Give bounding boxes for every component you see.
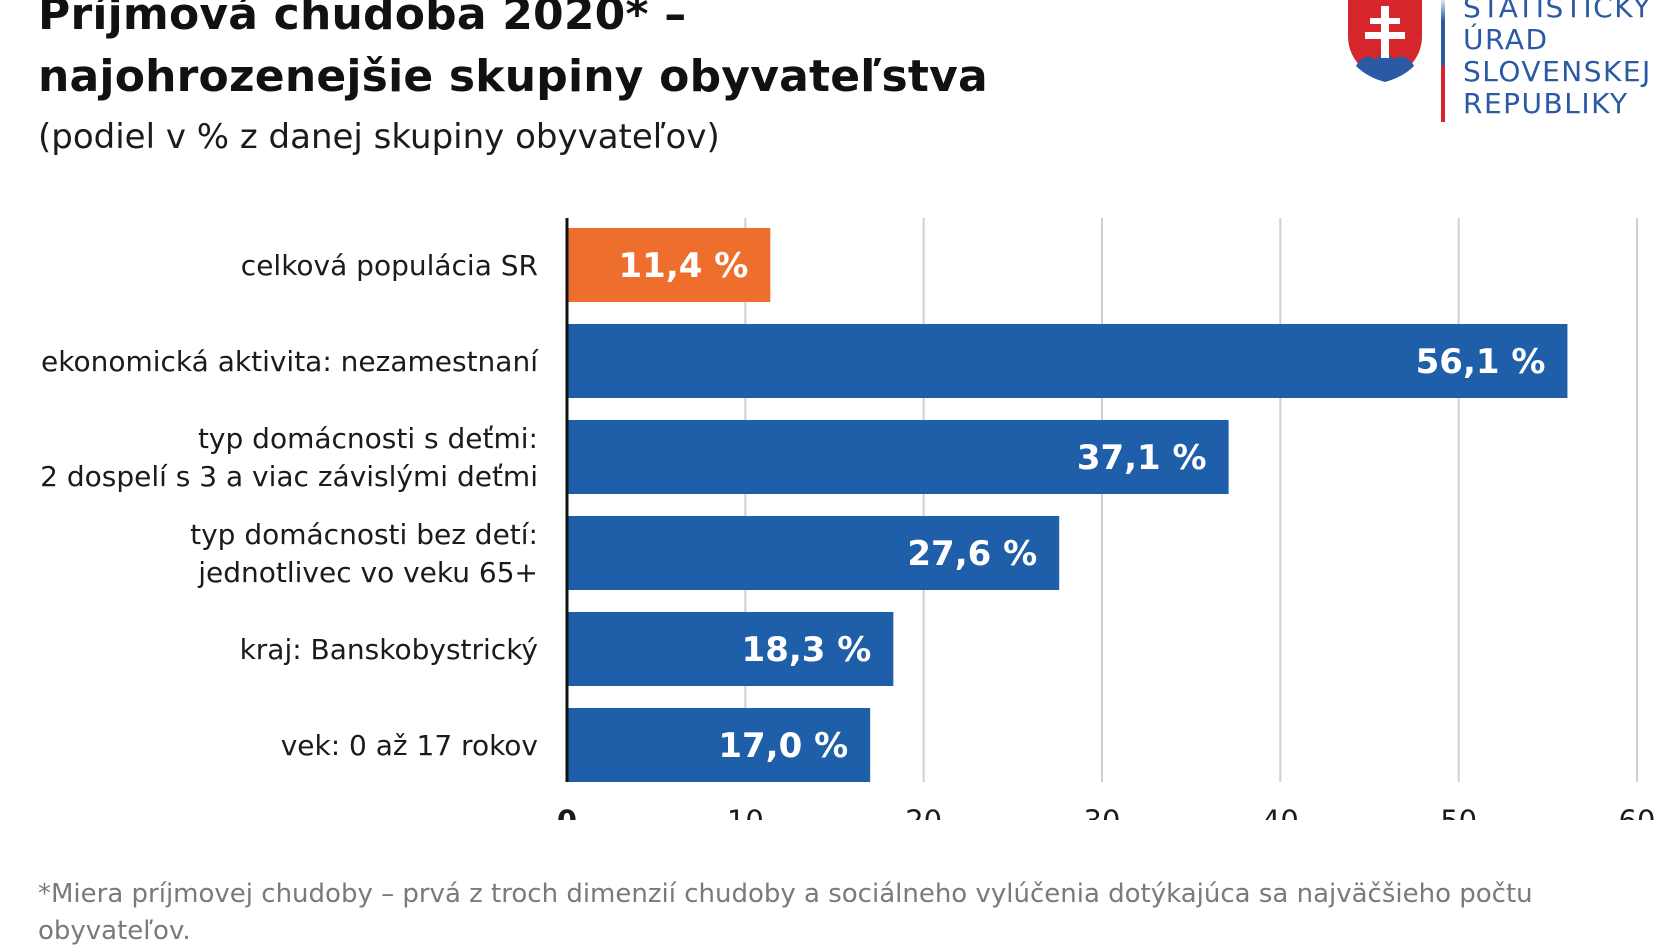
category-label: jednotlivec vo veku 65+: [197, 556, 538, 589]
x-tick-label: 40: [1262, 804, 1299, 820]
bar: [567, 708, 871, 782]
category-label: celková populácia SR: [241, 249, 538, 282]
bar: [567, 228, 771, 302]
bar: [567, 516, 1060, 590]
bar-value-label: 56,1 %: [1416, 342, 1546, 382]
category-label: ekonomická aktivita: nezamestnaní: [41, 345, 539, 378]
logo-line-2: ÚRAD: [1463, 23, 1549, 56]
x-tick-label: 30: [1084, 804, 1121, 820]
slovak-coat-of-arms-icon: [1348, 0, 1422, 82]
logo-text: ŠTATISTICKÝ ÚRAD SLOVENSKEJ REPUBLIKY: [1463, 0, 1652, 120]
bar-value-label: 37,1 %: [1077, 438, 1207, 478]
logo-line-4: REPUBLIKY: [1463, 87, 1629, 120]
x-tick-label: 0: [557, 804, 577, 820]
bar-value-label: 18,3 %: [742, 630, 872, 670]
bar: [567, 420, 1229, 494]
category-label: typ domácnosti s deťmi:: [198, 422, 538, 455]
bar-value-label: 17,0 %: [718, 726, 848, 766]
bar-value-label: 27,6 %: [907, 534, 1037, 574]
logo-line-3: SLOVENSKEJ: [1463, 55, 1652, 88]
category-label: 2 dospelí s 3 a viac závislými deťmi: [40, 460, 538, 493]
title-line-2: najohrozenejšie skupiny obyvateľstva: [38, 51, 988, 102]
page-title: Príjmová chudoba 2020* – najohrozenejšie …: [38, 0, 988, 108]
bar-value-label: 11,4 %: [619, 246, 749, 286]
bar: [567, 324, 1568, 398]
logo-line-1: ŠTATISTICKÝ: [1463, 0, 1652, 24]
category-label: vek: 0 až 17 rokov: [281, 729, 538, 762]
statistical-office-logo: ŠTATISTICKÝ ÚRAD SLOVENSKEJ REPUBLIKY: [1346, 0, 1680, 128]
logo-divider: [1441, 0, 1445, 122]
bar-chart: 11,4 % celková populácia SR 56,1 % ekonomic…: [40, 218, 1656, 820]
title-line-1: Príjmová chudoba 2020* –: [38, 0, 687, 40]
page-subtitle: (podiel v % z danej skupiny obyvateľov): [38, 117, 720, 157]
x-tick-label: 60: [1619, 804, 1656, 820]
bar: [567, 612, 894, 686]
x-tick-label: 50: [1440, 804, 1477, 820]
category-label: kraj: Banskobystrický: [240, 633, 538, 666]
footnote: *Miera príjmovej chudoby – prvá z troch …: [38, 879, 1533, 946]
x-tick-label: 10: [727, 804, 764, 820]
category-label: typ domácnosti bez detí:: [190, 518, 538, 551]
x-tick-label: 20: [905, 804, 942, 820]
